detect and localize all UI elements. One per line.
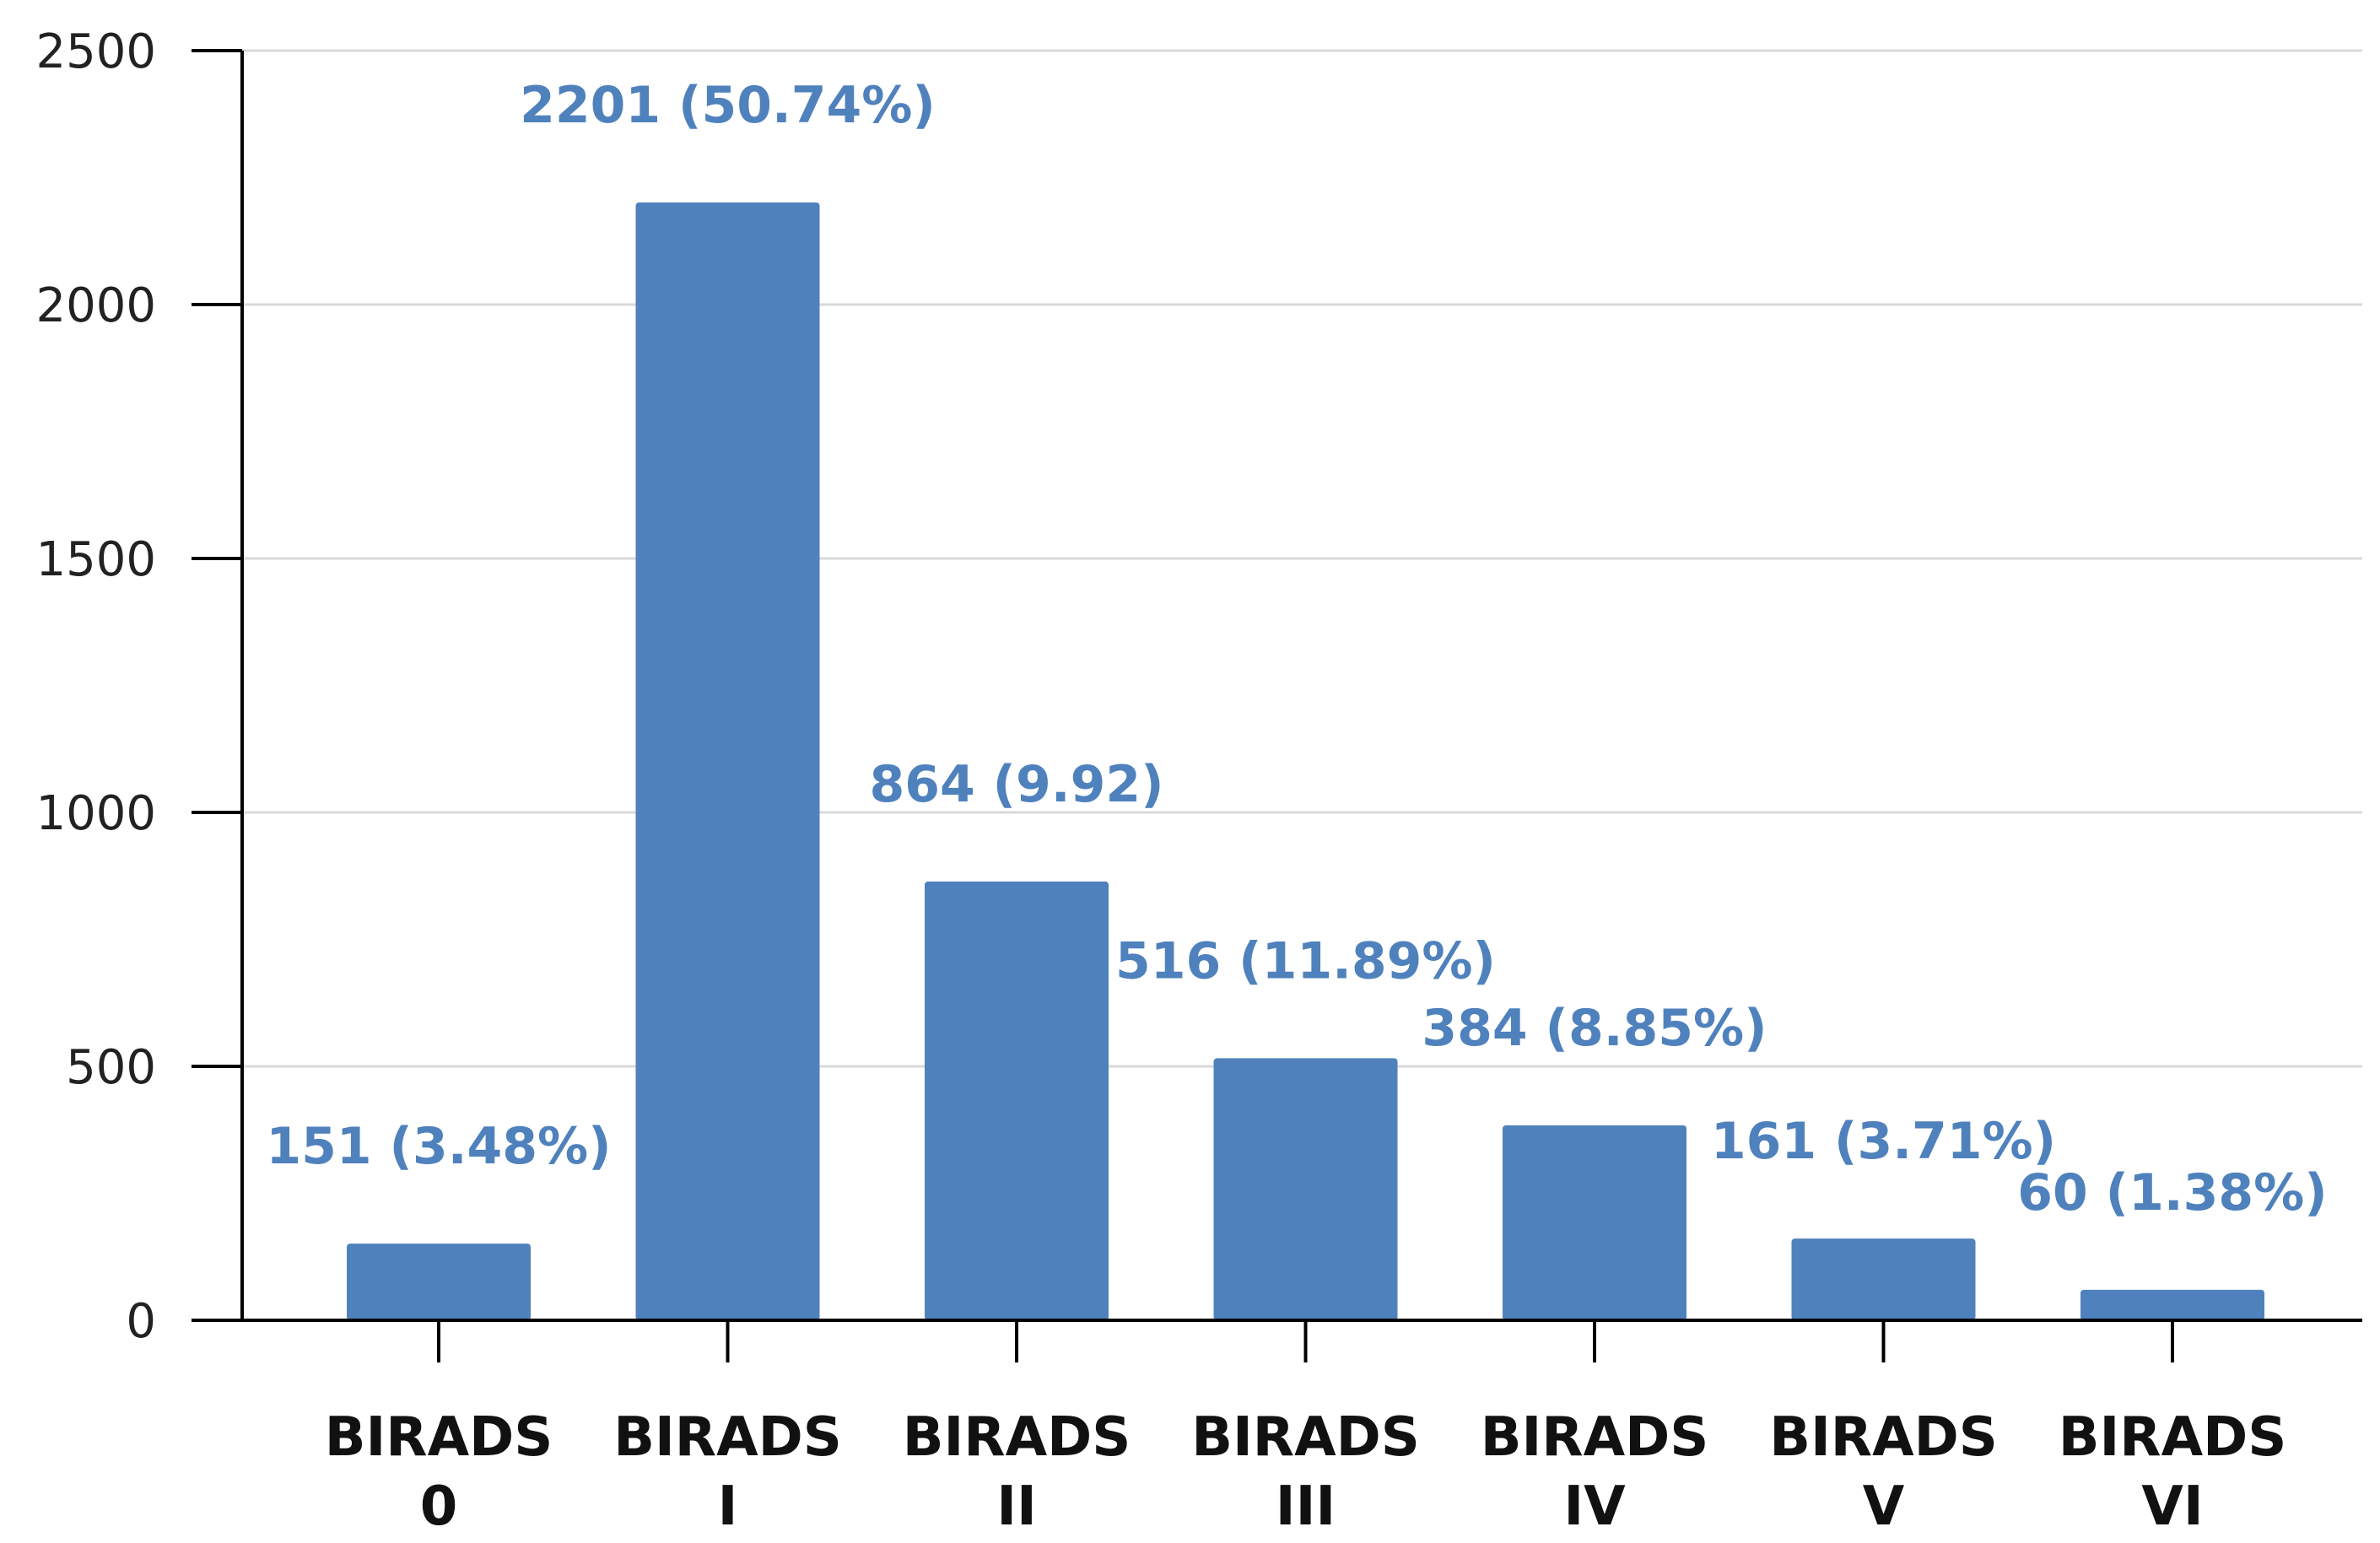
data-labels: 151 (3.48%) 2201 (50.74%) 864 (9.92) 516 (1…	[266, 76, 2327, 1222]
data-label: 60 (1.38%)	[2017, 1163, 2327, 1222]
y-tick-label: 500	[66, 1040, 156, 1095]
x-tick-label: IV	[1563, 1476, 1626, 1538]
y-tick-label: 0	[126, 1294, 156, 1349]
x-tick-label: 0	[420, 1476, 458, 1538]
x-tick-label: VI	[2141, 1476, 2203, 1538]
data-label: 384 (8.85%)	[1422, 999, 1767, 1058]
x-tick-label: BIRADS	[1769, 1406, 1998, 1469]
y-tick-label: 1000	[35, 786, 156, 841]
data-label: 864 (9.92)	[869, 755, 1163, 814]
gridlines	[242, 49, 2362, 1068]
x-tick-label: BIRADS	[2059, 1406, 2287, 1469]
x-tick-label: BIRADS	[1481, 1406, 1709, 1469]
x-tick-label: BIRADS	[1191, 1406, 1420, 1469]
axes: 0 500 1000 1500 2000 2500 BIRADS 0 BIRADS I BIRADS…	[35, 24, 2362, 1538]
data-label: 161 (3.71%)	[1711, 1112, 2056, 1171]
data-label: 516 (11.89%)	[1115, 931, 1496, 990]
x-tick-label: V	[1863, 1476, 1905, 1538]
bars	[347, 202, 2264, 1320]
data-label: 2201 (50.74%)	[520, 76, 936, 135]
x-tick-label: III	[1276, 1476, 1336, 1538]
y-tick-label: 1500	[35, 532, 156, 587]
x-tick-label: BIRADS	[325, 1406, 553, 1469]
bar	[2080, 1289, 2264, 1320]
bar	[1791, 1238, 1976, 1320]
x-tick-label: I	[718, 1476, 738, 1538]
bar	[635, 202, 820, 1320]
bar	[1503, 1125, 1687, 1320]
y-tick-label: 2000	[35, 278, 156, 333]
x-tick-label: BIRADS	[613, 1406, 842, 1469]
y-tick-label: 2500	[35, 24, 156, 79]
bar	[347, 1244, 531, 1320]
bar	[1213, 1058, 1398, 1320]
bar	[925, 881, 1109, 1320]
data-label: 151 (3.48%)	[266, 1117, 611, 1176]
x-tick-label: BIRADS	[903, 1406, 1131, 1469]
x-tick-label: II	[996, 1476, 1037, 1538]
